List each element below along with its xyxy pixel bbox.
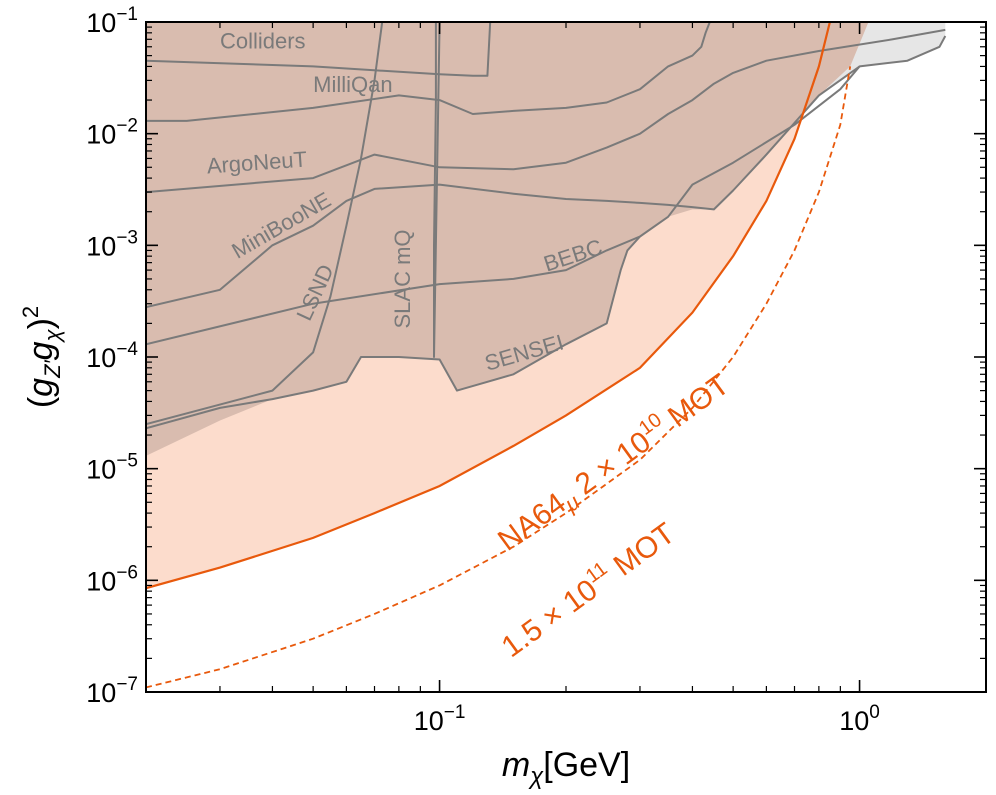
- y-tick-label: 10−2: [86, 116, 138, 150]
- limit-line-argoneut: [146, 28, 946, 194]
- limit-line-milliqan: [146, 22, 711, 122]
- x-axis-title: mχ[GeV]: [502, 746, 630, 790]
- y-tick-label: 10−3: [86, 227, 138, 261]
- limit-curves: [146, 22, 947, 689]
- label-slac-mq: SLAC mQ: [390, 229, 415, 328]
- limit-line-lsnd: [146, 22, 384, 426]
- na64-extended-projection-line: [146, 66, 852, 689]
- existing-excluded-region: [146, 22, 869, 456]
- label-colliders: Colliders: [220, 28, 306, 53]
- excluded-regions: [146, 22, 946, 589]
- limit-line-slac-mq: [433, 22, 441, 358]
- axis-ticks: 10−1 100 10−7 10−6 10−5 10−4 10−3 10−2 10−1: [86, 4, 987, 736]
- limit-line-sensei: [146, 235, 641, 430]
- label-milliqan: MilliQan: [313, 72, 392, 97]
- y-tick-label: 10−7: [86, 674, 138, 708]
- y-tick-label: 10−6: [86, 562, 138, 596]
- y-tick-label: 10−4: [86, 339, 138, 373]
- na64-projection-line: [146, 22, 831, 590]
- limit-line-colliders: [146, 22, 492, 77]
- limit-line-miniboone: [146, 35, 947, 309]
- y-tick-label: 10−1: [86, 4, 138, 38]
- y-tick-label: 10−5: [86, 451, 138, 485]
- x-tick-label: 10−1: [414, 702, 466, 736]
- y-axis-title: (gZ′gχ)2: [18, 306, 65, 408]
- x-tick-label: 100: [839, 702, 880, 736]
